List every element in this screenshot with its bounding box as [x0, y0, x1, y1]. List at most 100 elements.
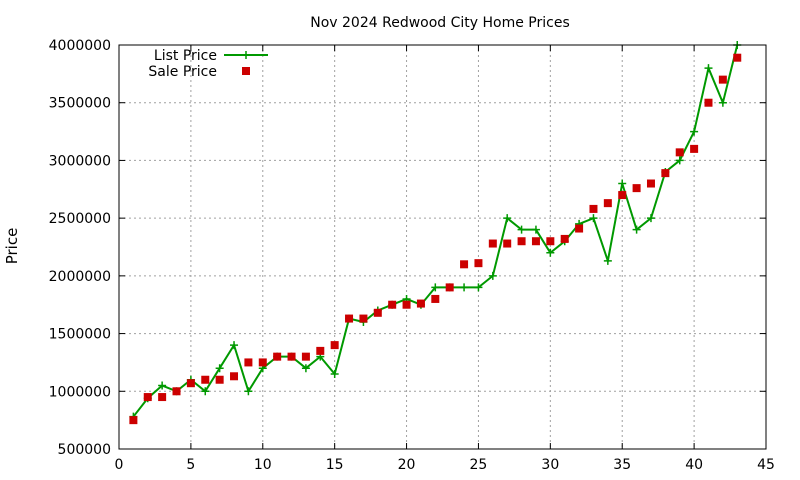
legend-label: Sale Price: [148, 64, 217, 80]
sale-price-point: [301, 352, 310, 361]
list-price-point: [201, 387, 210, 396]
list-price-point: [704, 64, 713, 73]
sale-price-point: [603, 199, 612, 208]
y-tick-label: 2000000: [49, 269, 111, 285]
x-tick-label: 5: [186, 457, 195, 473]
sale-price-point: [258, 358, 267, 367]
sale-price-point: [158, 393, 167, 402]
sale-price-point: [402, 300, 411, 309]
sale-price-point: [646, 179, 655, 188]
list-price-point: [503, 214, 512, 223]
sale-price-point: [244, 358, 253, 367]
sale-price-point: [618, 191, 627, 200]
plot-border: [118, 44, 767, 450]
list-price-point: [690, 127, 699, 136]
x-tick-label: 10: [254, 457, 272, 473]
y-tick-label: 1000000: [49, 384, 111, 400]
list-price-point: [718, 98, 727, 107]
list-price-point: [474, 283, 483, 292]
sale-price-point: [546, 237, 555, 246]
list-price-point: [244, 387, 253, 396]
sale-price-point: [589, 204, 598, 213]
sale-price-point: [632, 184, 641, 193]
sale-price-point: [474, 259, 483, 268]
list-price-point: [589, 214, 598, 223]
list-price-point: [531, 225, 540, 234]
y-tick-label: 500000: [58, 442, 111, 458]
x-tick-label: 45: [757, 457, 775, 473]
sale-price-point: [172, 387, 181, 396]
sale-price-point: [690, 144, 699, 153]
sale-price-point: [503, 239, 512, 248]
sale-price-point: [287, 352, 296, 361]
legend-marker: [242, 67, 250, 75]
sale-price-point: [431, 294, 440, 303]
series-1: [129, 41, 742, 421]
list-price-point: [158, 381, 167, 390]
list-price-point: [646, 214, 655, 223]
list-price-line: [132, 44, 739, 418]
sale-price-point: [445, 283, 454, 292]
series-layer: [129, 41, 742, 425]
sale-price-point: [316, 346, 325, 355]
list-price-point: [517, 225, 526, 234]
chart-title: Nov 2024 Redwood City Home Prices: [310, 15, 570, 31]
sale-price-point: [143, 393, 152, 402]
list-price-point: [546, 248, 555, 257]
sale-price-point: [201, 375, 210, 384]
list-price-point: [431, 283, 440, 292]
axis-ticks: 0 5 10 15 20 25 30 35 40 45 500000 1000000 1500000 20…: [49, 38, 775, 473]
y-tick-label: 3000000: [49, 153, 111, 169]
x-tick-label: 15: [326, 457, 344, 473]
sale-price-point: [560, 234, 569, 243]
x-tick-label: 25: [470, 457, 488, 473]
sale-price-point: [129, 416, 138, 425]
y-tick-label: 4000000: [49, 38, 111, 54]
list-price-point: [632, 225, 641, 234]
list-price-point: [603, 256, 612, 265]
list-price-point: [330, 369, 339, 378]
sale-price-point: [345, 314, 354, 323]
sale-price-point: [488, 239, 497, 248]
list-price-point: [230, 341, 239, 350]
sale-price-point: [416, 299, 425, 308]
x-tick-label: 0: [115, 457, 124, 473]
x-tick-label: 20: [398, 457, 416, 473]
y-tick-label: 3500000: [49, 96, 111, 112]
x-tick-label: 35: [613, 457, 631, 473]
sale-price-point: [575, 224, 584, 233]
list-price-point: [488, 271, 497, 280]
x-tick-label: 30: [541, 457, 559, 473]
series-2: [129, 53, 742, 425]
x-tick-label: 40: [685, 457, 703, 473]
sale-price-point: [704, 98, 713, 107]
sale-price-point: [531, 237, 540, 246]
sale-price-point: [661, 169, 670, 178]
list-price-point: [215, 364, 224, 373]
y-axis-label: Price: [3, 228, 21, 265]
sale-price-point: [273, 352, 282, 361]
sale-price-point: [388, 300, 397, 309]
list-price-point: [618, 179, 627, 188]
sale-price-point: [359, 314, 368, 323]
list-price-point: [675, 156, 684, 165]
sale-price-point: [373, 308, 382, 317]
list-price-point: [460, 283, 469, 292]
y-tick-label: 1500000: [49, 327, 111, 343]
sale-price-point: [230, 372, 239, 381]
sale-price-point: [215, 375, 224, 384]
grid: [119, 45, 766, 449]
sale-price-point: [675, 148, 684, 157]
sale-price-point: [733, 53, 742, 62]
legend-label: List Price: [154, 48, 217, 64]
legend-marker: [242, 51, 250, 59]
sale-price-point: [186, 379, 195, 388]
sale-price-point: [517, 237, 526, 246]
sale-price-point: [330, 341, 339, 350]
list-price-point: [301, 364, 310, 373]
sale-price-point: [718, 75, 727, 84]
sale-price-point: [460, 260, 469, 269]
y-tick-label: 2500000: [49, 211, 111, 227]
